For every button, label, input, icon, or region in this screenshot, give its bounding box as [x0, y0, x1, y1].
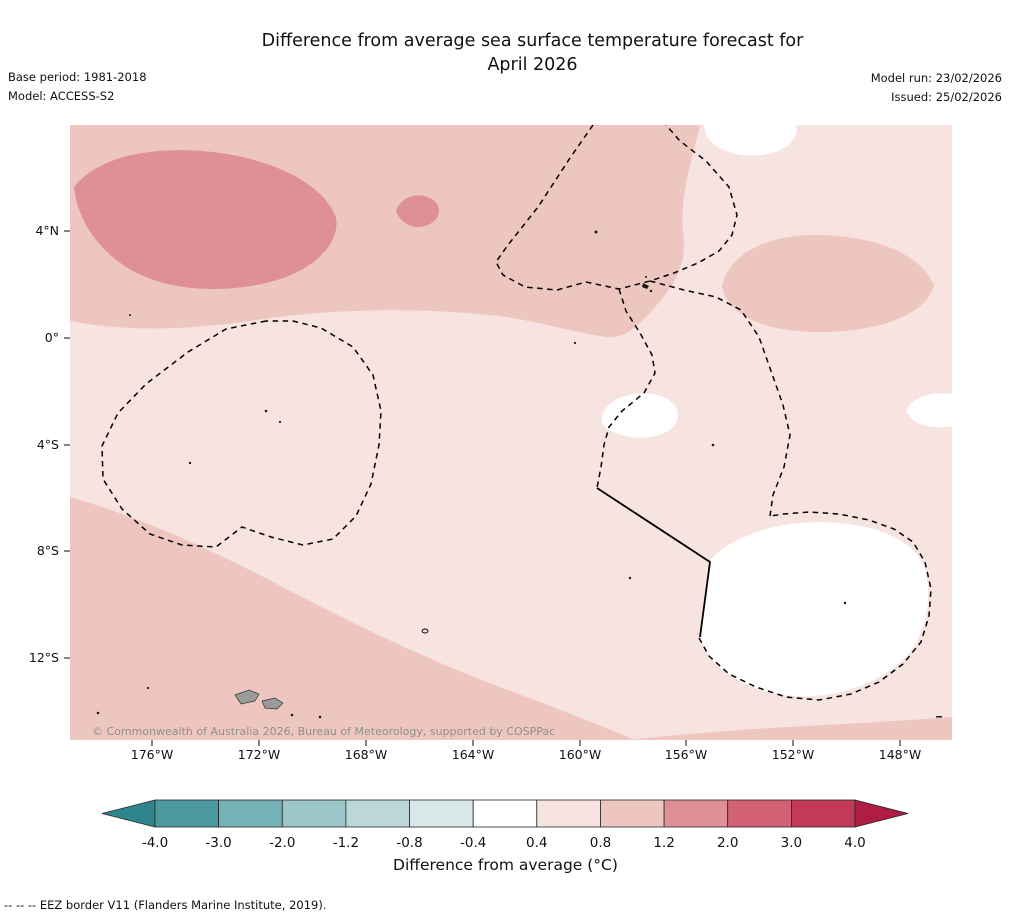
colorbar-tick-label: -2.0 — [269, 835, 295, 851]
colorbar-tick-label: 2.0 — [717, 835, 738, 851]
island — [642, 283, 649, 289]
y-tick-label: 12°S — [29, 650, 59, 665]
eez-border-north-central — [495, 124, 738, 291]
sst-anomaly-map: © Commonwealth of Australia 2026, Bureau… — [29, 124, 952, 762]
colorbar-arrow-left — [101, 799, 156, 828]
island — [594, 230, 598, 234]
colorbar-tick-label: 3.0 — [781, 835, 802, 851]
anomaly-region-neutral-southeast — [700, 522, 929, 697]
issued-text: Issued: 25/02/2026 — [891, 89, 1002, 104]
model-text: Model: ACCESS-S2 — [8, 88, 115, 103]
island — [96, 711, 100, 715]
title-line-1: Difference from average sea surface temp… — [261, 31, 804, 51]
y-axis: 4°N 0° 4°S 8°S 12°S — [29, 223, 70, 665]
colorbar-tick-label: 0.4 — [526, 835, 547, 851]
island — [843, 601, 847, 605]
meta-right: Model run: 23/02/2026 Issued: 25/02/2026 — [871, 69, 1002, 106]
y-tick-label: 4°S — [37, 437, 59, 452]
map-copyright: © Commonwealth of Australia 2026, Bureau… — [92, 725, 555, 738]
model-run-text: Model run: 23/02/2026 — [870, 71, 1002, 85]
y-tick-label: 4°N — [35, 223, 59, 238]
island — [649, 289, 653, 293]
x-tick-label: 156°W — [665, 747, 707, 762]
colorbar-segment — [663, 799, 729, 828]
title-line-2: April 2026 — [487, 55, 578, 75]
colorbar-segment — [472, 799, 538, 828]
anomaly-region-medium-northeast-blob — [722, 234, 934, 333]
island — [278, 420, 282, 424]
island — [711, 443, 715, 447]
anomaly-region-medium-southwest — [70, 497, 635, 740]
colorbar-tick-label: -4.0 — [142, 835, 168, 851]
eez-legend-footnote: -- -- -- EEZ border V11 (Flanders Marine… — [4, 898, 327, 912]
anomaly-region-medium-south-strip — [630, 717, 952, 740]
island-samoa — [234, 689, 260, 705]
anomaly-region-neutral-east-patch — [906, 393, 952, 428]
page-title: Difference from average sea surface temp… — [60, 29, 1005, 77]
y-tick-label: 0° — [45, 330, 59, 345]
anomaly-region-strong-small-patch — [396, 195, 440, 228]
eez-borders-dashed — [101, 124, 932, 701]
eez-border-west-polygon — [101, 320, 382, 548]
eez-border-central-descending — [596, 288, 656, 489]
island — [936, 716, 942, 718]
island — [645, 276, 647, 278]
colorbar-segment — [600, 799, 665, 828]
eez-border-east-descending — [649, 280, 791, 517]
base-period-text: Base period: 1981-2018 — [8, 70, 147, 84]
x-tick-label: 172°W — [238, 747, 280, 762]
x-tick-label: 168°W — [345, 747, 387, 762]
eez-border-southeast-loop — [698, 511, 932, 701]
x-axis: 176°W 172°W 168°W 164°W 160°W 156°W 152°… — [131, 740, 921, 762]
x-tick-label: 148°W — [879, 747, 921, 762]
colorbar-tick-label: 4.0 — [844, 835, 865, 851]
eez-border-solid-segment — [596, 487, 711, 638]
colorbar-tick-label: -3.0 — [205, 835, 231, 851]
meta-left: Base period: 1981-2018 Model: ACCESS-S2 — [8, 68, 147, 105]
x-tick-label: 160°W — [559, 747, 601, 762]
colorbar-tick-label: 0.8 — [590, 835, 611, 851]
colorbar-segment — [409, 799, 474, 828]
colorbar-segment — [536, 799, 601, 828]
colorbar-label: Difference from average (°C) — [393, 856, 618, 874]
island-atoll — [421, 628, 429, 634]
anomaly-region-strong-northwest-blob — [74, 150, 337, 289]
colorbar-arrow-right — [854, 799, 909, 828]
island — [129, 314, 131, 316]
colorbar-segment — [281, 799, 347, 828]
islands — [96, 230, 942, 719]
y-tick-label: 8°S — [37, 543, 59, 558]
island — [573, 341, 577, 345]
x-tick-label: 176°W — [131, 747, 173, 762]
colorbar-tick-label: -0.4 — [460, 835, 486, 851]
island — [318, 715, 322, 719]
colorbar-segment — [345, 799, 410, 828]
island — [146, 686, 150, 690]
anomaly-region-neutral-north-patch — [704, 125, 797, 156]
colorbar-segment — [727, 799, 792, 828]
colorbar: -4.0 -3.0 -2.0 -1.2 -0.8 -0.4 0.4 0.8 1.… — [101, 799, 909, 851]
island — [290, 713, 294, 717]
island — [628, 576, 632, 580]
x-tick-label: 152°W — [772, 747, 814, 762]
colorbar-tick-label: -0.8 — [396, 835, 422, 851]
colorbar-segment — [791, 799, 856, 828]
colorbar-tick-label: 1.2 — [653, 835, 674, 851]
island — [188, 461, 192, 465]
island-samoa — [261, 697, 284, 710]
colorbar-segment — [218, 799, 283, 828]
x-tick-label: 164°W — [452, 747, 494, 762]
colorbar-tick-label: -1.2 — [333, 835, 359, 851]
anomaly-region-neutral-central-patch — [601, 393, 678, 438]
island — [264, 409, 268, 413]
colorbar-segment — [154, 799, 219, 828]
